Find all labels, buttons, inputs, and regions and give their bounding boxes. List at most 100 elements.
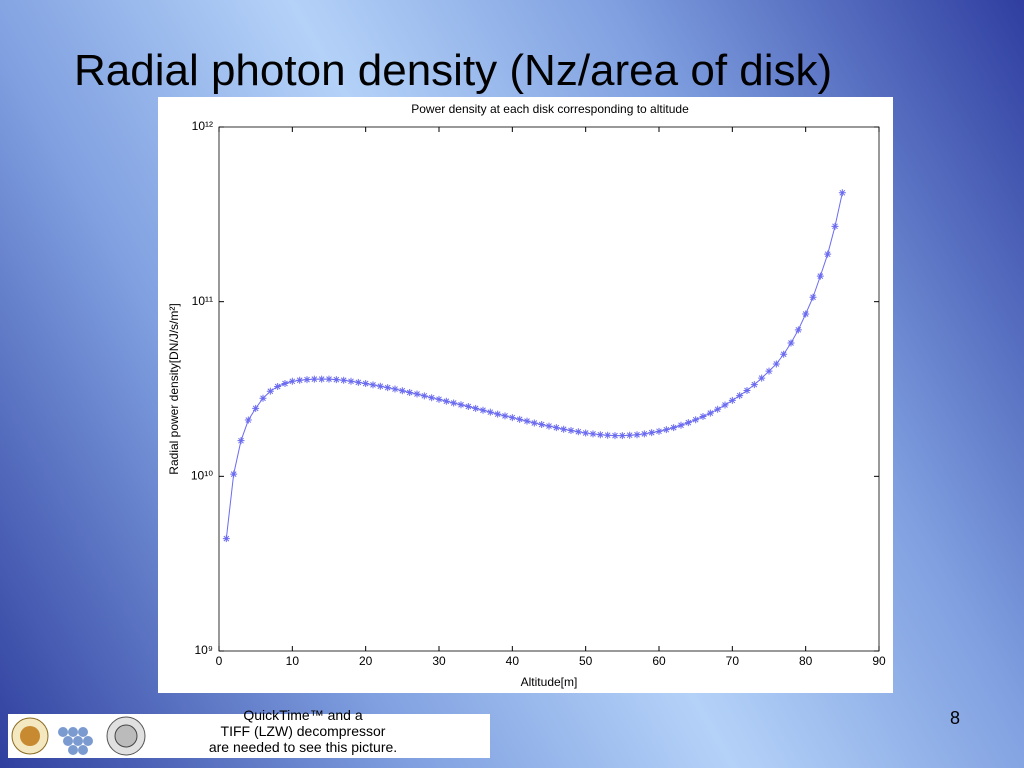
x-tick-label: 30 — [432, 654, 446, 668]
data-marker — [486, 408, 494, 416]
data-marker — [494, 410, 502, 418]
x-tick-label: 40 — [506, 654, 520, 668]
x-tick-label: 0 — [216, 654, 223, 668]
data-marker — [362, 380, 370, 388]
data-marker — [692, 416, 700, 424]
data-marker — [560, 425, 568, 433]
data-marker — [347, 377, 355, 385]
data-marker — [567, 426, 575, 434]
data-marker — [765, 367, 773, 375]
data-marker — [244, 416, 252, 424]
data-marker — [281, 380, 289, 388]
data-marker — [684, 419, 692, 427]
logo — [114, 724, 138, 748]
data-marker — [391, 385, 399, 393]
data-marker — [670, 424, 678, 432]
data-marker — [310, 375, 318, 383]
page-number: 8 — [950, 708, 961, 728]
data-marker — [809, 293, 817, 301]
data-marker — [626, 431, 634, 439]
data-marker — [824, 250, 832, 258]
data-marker — [780, 350, 788, 358]
data-marker — [450, 399, 458, 407]
data-marker — [530, 419, 538, 427]
chart-title: Power density at each disk corresponding… — [411, 102, 689, 116]
data-marker — [677, 421, 685, 429]
data-marker — [230, 470, 238, 478]
x-tick-label: 50 — [579, 654, 593, 668]
data-marker — [728, 396, 736, 404]
data-marker — [340, 376, 348, 384]
data-marker — [288, 377, 296, 385]
data-marker — [252, 404, 260, 412]
data-marker — [802, 310, 810, 318]
placeholder-box: QuickTime™ and a TIFF (LZW) decompressor… — [8, 708, 490, 758]
data-marker — [618, 432, 626, 440]
chart: Power density at each disk corresponding… — [167, 102, 886, 689]
data-marker — [406, 388, 414, 396]
y-tick-label: 10¹⁰ — [191, 469, 213, 483]
data-marker — [259, 394, 267, 402]
data-marker — [296, 376, 304, 384]
data-marker — [266, 387, 274, 395]
data-marker — [237, 437, 245, 445]
data-marker — [428, 394, 436, 402]
data-marker — [325, 375, 333, 383]
x-tick-label: 90 — [872, 654, 886, 668]
data-marker — [772, 360, 780, 368]
x-tick-label: 70 — [726, 654, 740, 668]
data-marker — [538, 421, 546, 429]
data-marker — [633, 431, 641, 439]
x-tick-label: 20 — [359, 654, 373, 668]
data-marker — [552, 424, 560, 432]
data-marker — [655, 427, 663, 435]
x-tick-label: 10 — [286, 654, 300, 668]
placeholder-text: are needed to see this picture. — [208, 739, 398, 755]
data-marker — [758, 374, 766, 382]
data-marker — [721, 401, 729, 409]
data-marker — [596, 431, 604, 439]
data-marker — [816, 272, 824, 280]
data-marker — [640, 430, 648, 438]
data-marker — [787, 339, 795, 347]
x-tick-label: 80 — [799, 654, 813, 668]
data-marker — [457, 401, 465, 409]
data-marker — [501, 412, 509, 420]
logos — [11, 716, 146, 756]
data-marker — [384, 384, 392, 392]
logo — [58, 727, 93, 755]
x-axis-label: Altitude[m] — [521, 675, 578, 689]
plot-frame — [218, 126, 880, 652]
data-marker — [472, 404, 480, 412]
data-marker — [435, 395, 443, 403]
data-marker — [706, 409, 714, 417]
data-marker — [318, 375, 326, 383]
y-axis-label: Radial power density[DN/J/s/m²] — [167, 303, 181, 474]
data-marker — [648, 429, 656, 437]
data-marker — [699, 413, 707, 421]
data-marker — [303, 376, 311, 384]
slide-title: Radial photon density (Nz/area of disk) — [74, 46, 833, 95]
placeholder-text: TIFF (LZW) decompressor — [220, 723, 386, 739]
y-tick-label: 10⁹ — [195, 643, 214, 657]
data-marker — [508, 414, 516, 422]
data-marker — [714, 405, 722, 413]
data-marker — [376, 382, 384, 390]
data-marker — [516, 415, 524, 423]
chart-container: Power density at each disk corresponding… — [158, 97, 893, 693]
data-marker — [413, 390, 421, 398]
data-marker — [794, 326, 802, 334]
data-marker — [589, 430, 597, 438]
data-marker — [574, 428, 582, 436]
data-marker — [611, 432, 619, 440]
data-marker — [222, 535, 230, 543]
data-marker — [354, 378, 362, 386]
data-marker — [479, 406, 487, 414]
data-marker — [831, 222, 839, 230]
data-marker — [420, 392, 428, 400]
data-marker — [736, 392, 744, 400]
y-tick-label: 10¹² — [192, 119, 213, 133]
data-marker — [523, 417, 531, 425]
data-marker — [838, 189, 846, 197]
